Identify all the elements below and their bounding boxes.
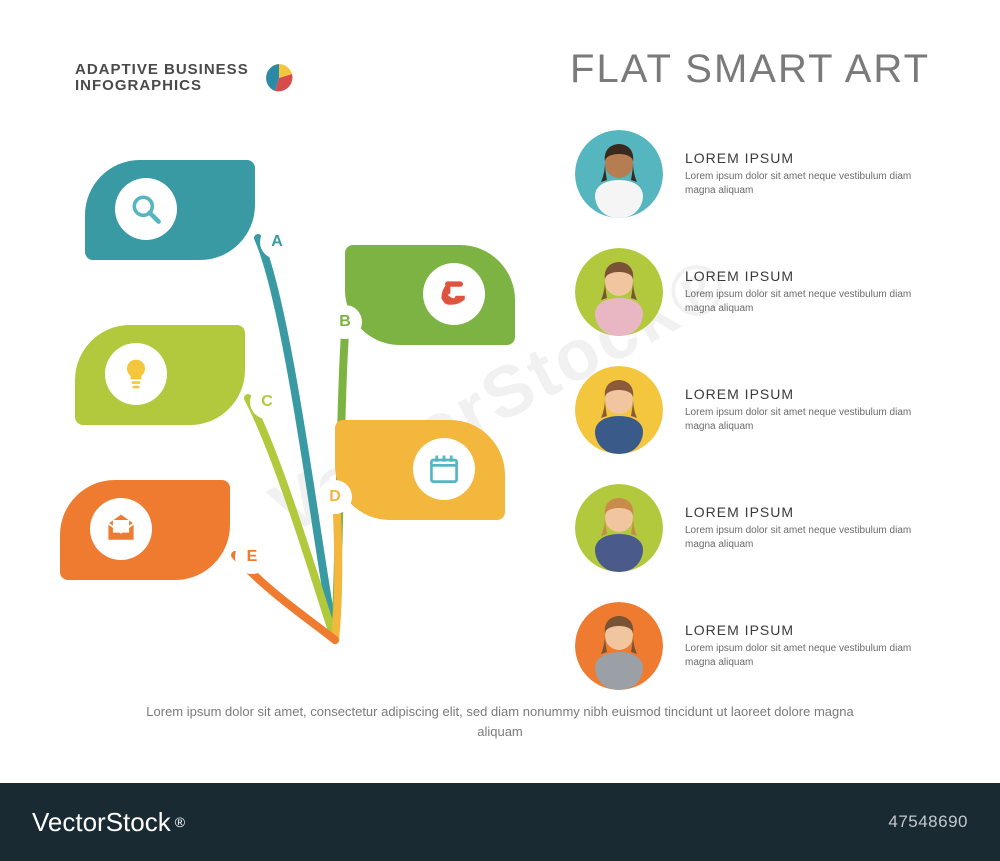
person-text: LOREM IPSUM Lorem ipsum dolor sit amet n…: [685, 268, 935, 317]
tree-diagram: A B C D E: [50, 130, 570, 650]
watermark-bar: VectorStock® 47548690: [0, 783, 1000, 861]
node-label-a: A: [260, 225, 294, 259]
person-title: LOREM IPSUM: [685, 504, 935, 520]
leaf-b: [345, 245, 515, 345]
person-desc: Lorem ipsum dolor sit amet neque vestibu…: [685, 170, 935, 199]
person-text: LOREM IPSUM Lorem ipsum dolor sit amet n…: [685, 386, 935, 435]
person-desc: Lorem ipsum dolor sit amet neque vestibu…: [685, 406, 935, 435]
page-title: FLAT SMART ART: [570, 47, 930, 92]
watermark-brand-text: VectorStock: [32, 807, 171, 838]
leaf-e: [60, 480, 230, 580]
leaf-a: [85, 160, 255, 260]
person-row: LOREM IPSUM Lorem ipsum dolor sit amet n…: [575, 602, 945, 690]
calendar-icon: [413, 438, 475, 500]
node-label-b: B: [328, 305, 362, 339]
avatar: [575, 484, 663, 572]
person-title: LOREM IPSUM: [685, 386, 935, 402]
person-text: LOREM IPSUM Lorem ipsum dolor sit amet n…: [685, 150, 935, 199]
watermark-id: 47548690: [888, 812, 968, 832]
avatar: [575, 366, 663, 454]
envelope-icon: [90, 498, 152, 560]
brand-text: ADAPTIVE BUSINESS INFOGRAPHICS: [75, 62, 249, 94]
page-root: VectorStock® ADAPTIVE BUSINESS INFOGRAPH…: [0, 0, 1000, 861]
brand-block: ADAPTIVE BUSINESS INFOGRAPHICS: [75, 60, 297, 96]
person-row: LOREM IPSUM Lorem ipsum dolor sit amet n…: [575, 366, 945, 454]
avatar: [575, 130, 663, 218]
footer-caption: Lorem ipsum dolor sit amet, consectetur …: [0, 702, 1000, 741]
person-desc: Lorem ipsum dolor sit amet neque vestibu…: [685, 288, 935, 317]
watermark-brand: VectorStock®: [32, 807, 185, 838]
person-text: LOREM IPSUM Lorem ipsum dolor sit amet n…: [685, 504, 935, 553]
node-label-d: D: [318, 480, 352, 514]
watermark-brand-suffix: ®: [175, 814, 185, 830]
people-list: LOREM IPSUM Lorem ipsum dolor sit amet n…: [575, 130, 945, 720]
avatar: [575, 602, 663, 690]
person-text: LOREM IPSUM Lorem ipsum dolor sit amet n…: [685, 622, 935, 671]
node-label-c: C: [250, 385, 284, 419]
person-row: LOREM IPSUM Lorem ipsum dolor sit amet n…: [575, 484, 945, 572]
person-row: LOREM IPSUM Lorem ipsum dolor sit amet n…: [575, 130, 945, 218]
person-desc: Lorem ipsum dolor sit amet neque vestibu…: [685, 642, 935, 671]
bulb-icon: [105, 343, 167, 405]
person-title: LOREM IPSUM: [685, 268, 935, 284]
avatar: [575, 248, 663, 336]
person-title: LOREM IPSUM: [685, 622, 935, 638]
person-row: LOREM IPSUM Lorem ipsum dolor sit amet n…: [575, 248, 945, 336]
person-title: LOREM IPSUM: [685, 150, 935, 166]
brand-line-1: ADAPTIVE BUSINESS: [75, 62, 249, 78]
brand-logo-icon: [261, 60, 297, 96]
leaf-c: [75, 325, 245, 425]
magnifier-icon: [115, 178, 177, 240]
leaf-d: [335, 420, 505, 520]
phone-icon: [423, 263, 485, 325]
brand-line-2: INFOGRAPHICS: [75, 78, 249, 94]
person-desc: Lorem ipsum dolor sit amet neque vestibu…: [685, 524, 935, 553]
node-label-e: E: [235, 540, 269, 574]
